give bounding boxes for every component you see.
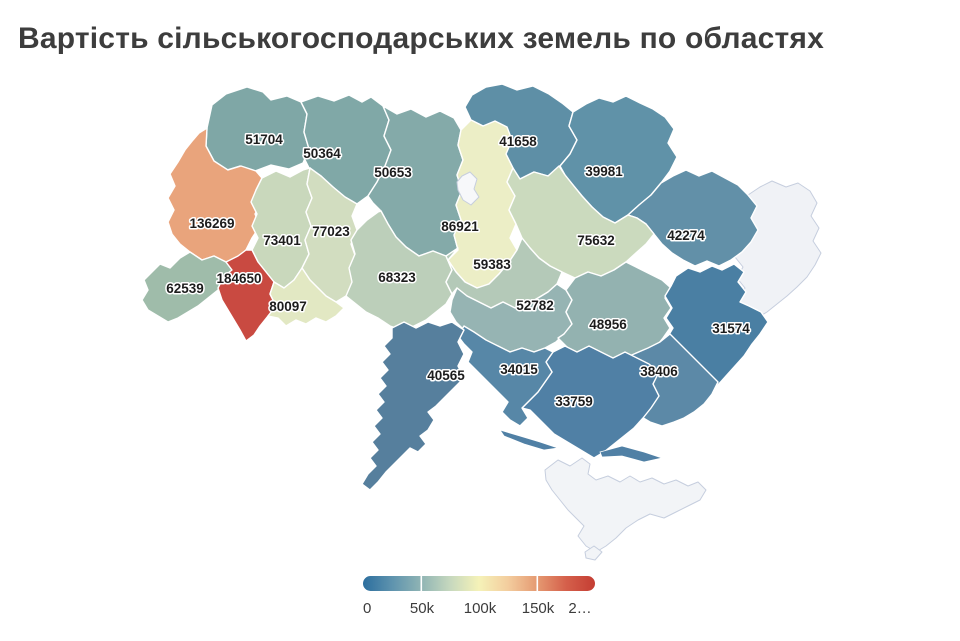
region-ivano-frankivsk[interactable] <box>217 249 277 342</box>
region-value-label: 77023 <box>312 224 350 239</box>
region-crimea-south-tip <box>584 545 603 561</box>
region-volyn[interactable] <box>205 86 310 172</box>
region-chernivtsi[interactable] <box>267 267 345 327</box>
region-mykolaiv[interactable] <box>457 325 554 427</box>
region-crimea[interactable] <box>544 457 707 553</box>
region-value-label: 59383 <box>473 257 511 272</box>
region-value-label: 41658 <box>499 134 537 149</box>
region-value-label: 34015 <box>500 362 538 377</box>
region-value-label: 68323 <box>378 270 416 285</box>
region-value-label: 136269 <box>189 216 234 231</box>
region-value-label: 51704 <box>245 132 283 147</box>
region-value-label: 80097 <box>269 299 307 314</box>
region-value-label: 184650 <box>216 271 261 286</box>
region-value-label: 62539 <box>166 281 204 296</box>
kinburn-spit <box>499 429 559 451</box>
region-value-label: 33759 <box>555 394 593 409</box>
legend-tick: 0 <box>363 600 371 617</box>
region-vinnytsia[interactable] <box>345 210 453 331</box>
region-value-label: 50364 <box>303 146 341 161</box>
region-value-label: 75632 <box>577 233 615 248</box>
legend-tick: 100k <box>464 600 497 617</box>
region-value-label: 50653 <box>374 165 412 180</box>
legend-separator <box>536 576 539 591</box>
page-title: Вартість сільськогосподарських земель по… <box>18 22 824 55</box>
region-value-label: 52782 <box>516 298 554 313</box>
legend-gradient-bar <box>363 576 595 591</box>
region-value-label: 42274 <box>667 228 705 243</box>
region-value-label: 38406 <box>640 364 678 379</box>
legend-tick: 50k <box>410 600 435 617</box>
region-value-label: 86921 <box>441 219 479 234</box>
legend-separator <box>420 576 423 591</box>
legend-tick: 150k <box>522 600 555 617</box>
legend-tick: 2… <box>568 600 591 617</box>
arabat-spit <box>599 445 664 463</box>
region-value-label: 73401 <box>263 233 301 248</box>
region-khmelnytskyi[interactable] <box>301 167 358 303</box>
region-value-label: 40565 <box>427 368 465 383</box>
region-kyiv-city[interactable] <box>456 171 480 206</box>
region-odesa[interactable] <box>361 321 465 491</box>
region-value-label: 31574 <box>712 321 750 336</box>
region-value-label: 48956 <box>589 317 627 332</box>
color-legend: 0 50k 100k 150k 2… <box>363 576 595 617</box>
region-value-label: 39981 <box>585 164 623 179</box>
